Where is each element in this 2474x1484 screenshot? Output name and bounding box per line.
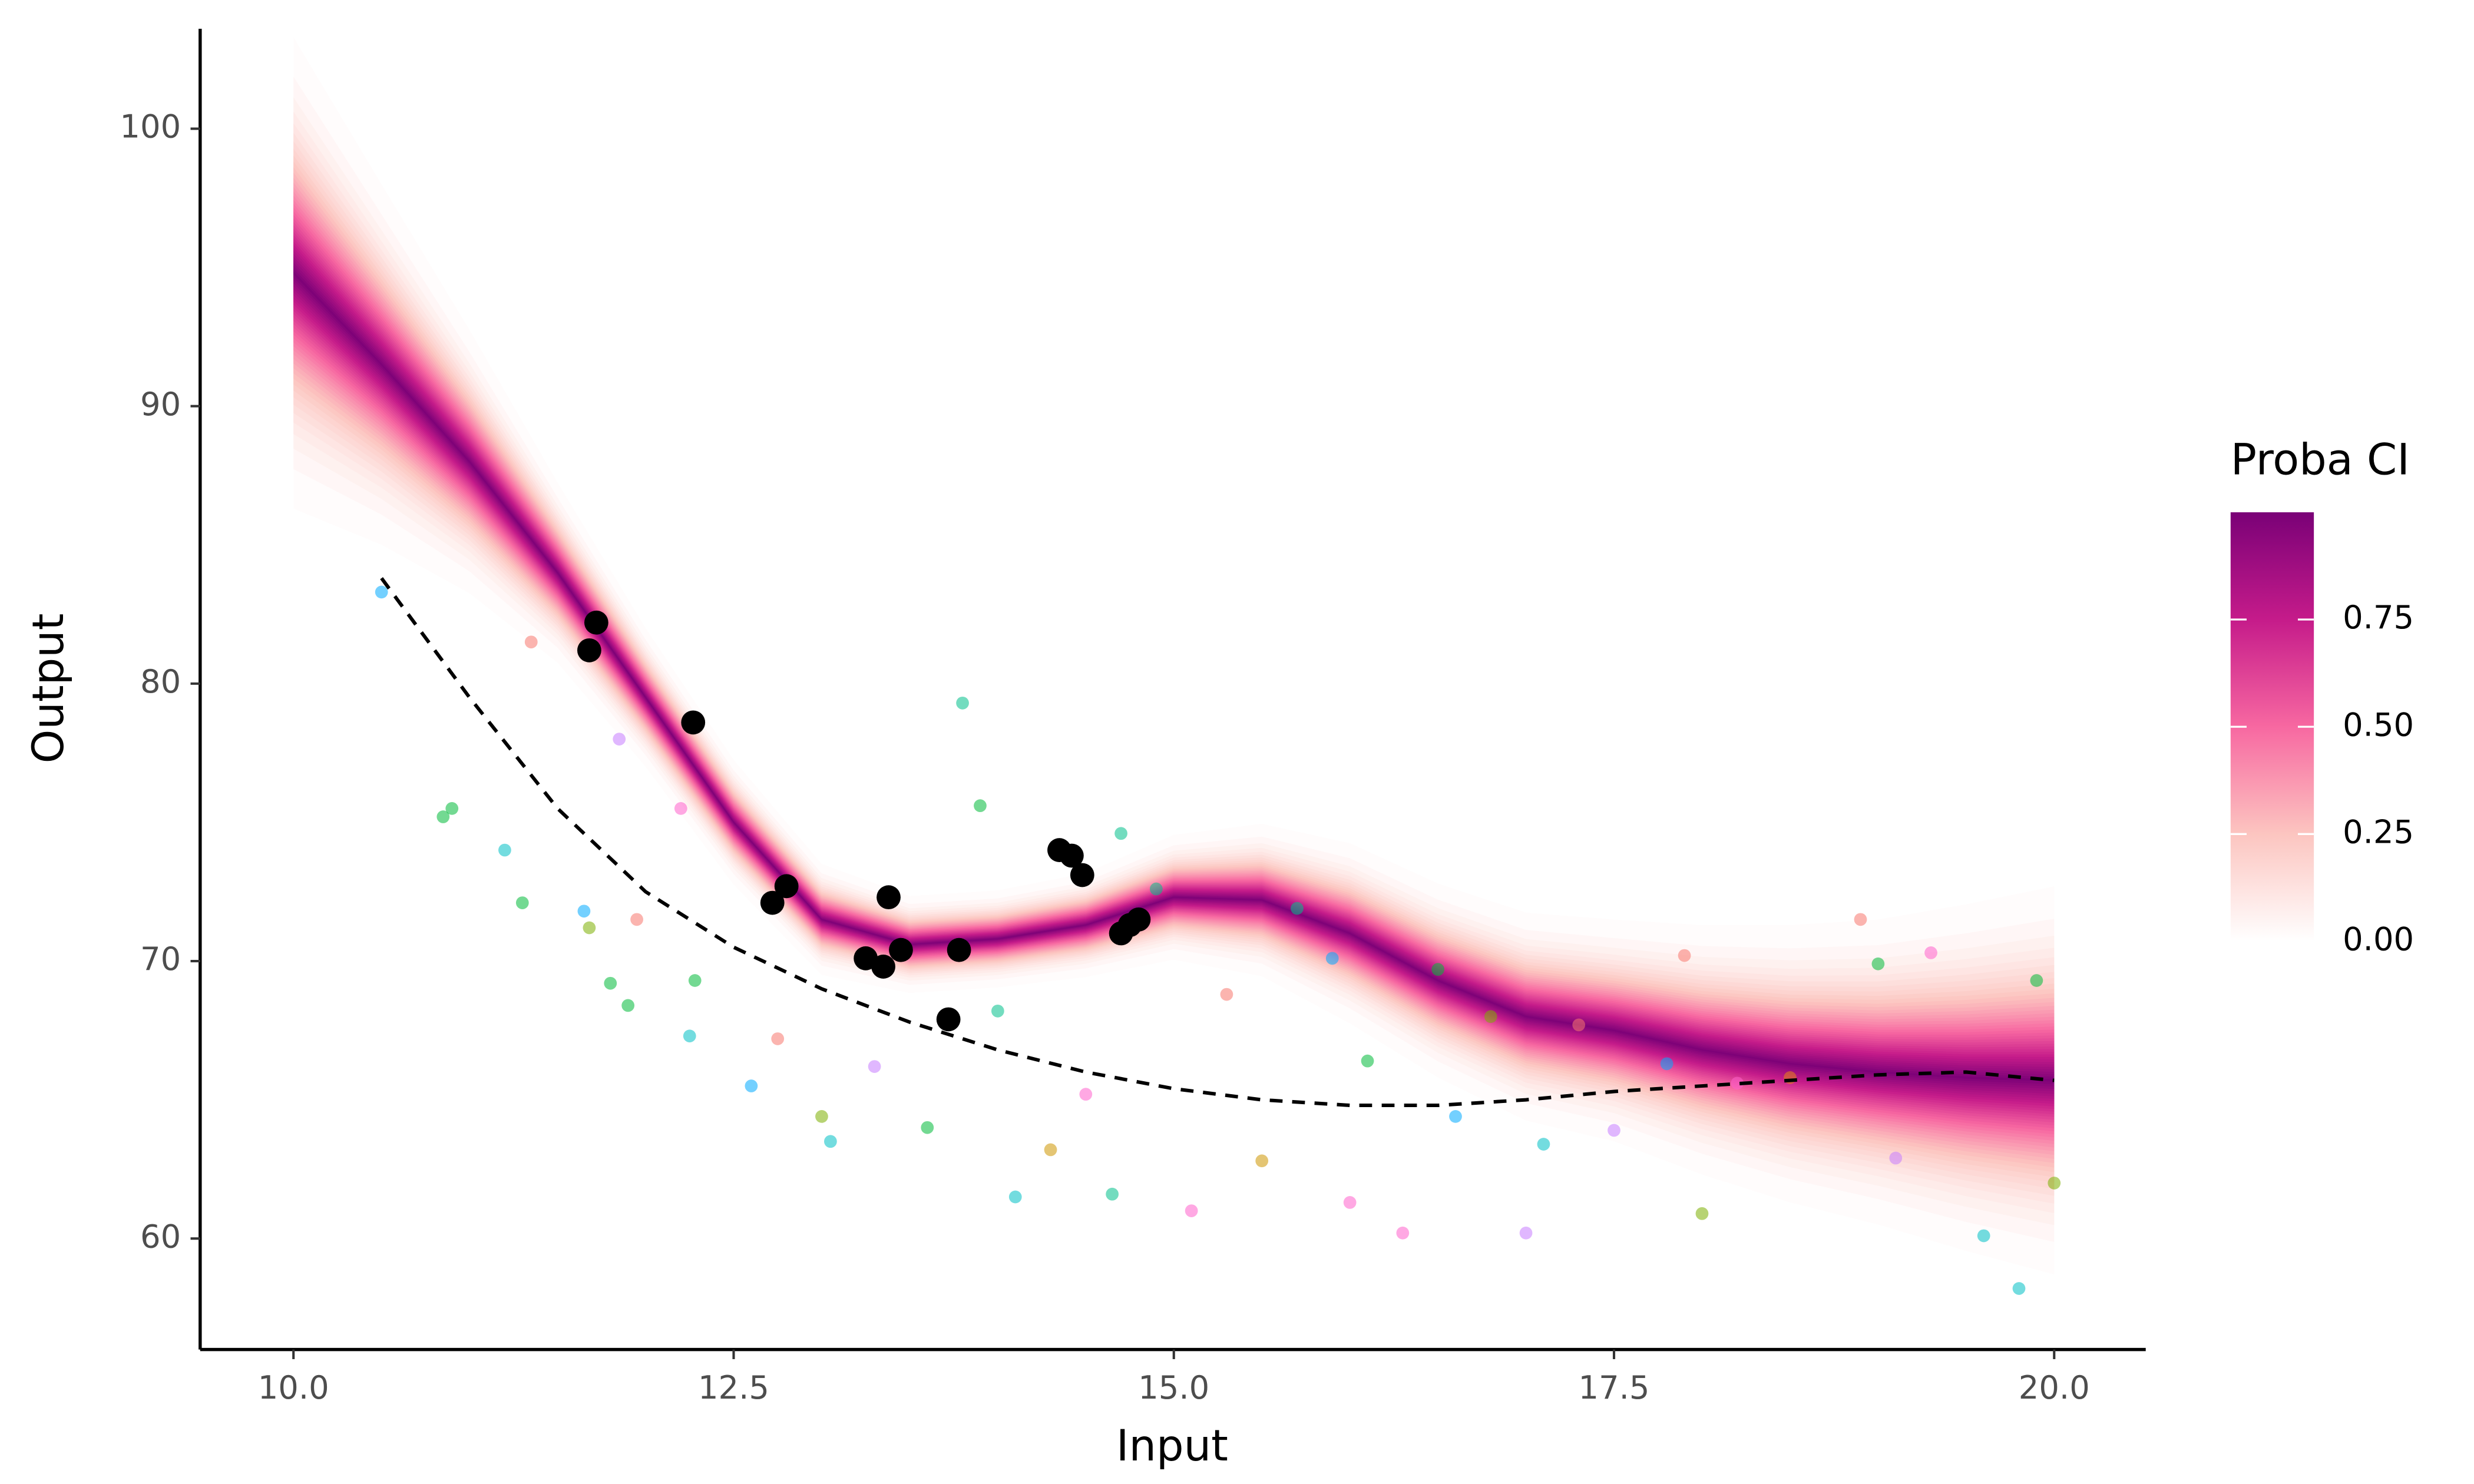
background-point: [1079, 1088, 1093, 1101]
background-point: [498, 843, 511, 857]
background-point: [1044, 1143, 1057, 1157]
background-point: [1255, 1154, 1269, 1168]
observed-point: [936, 1007, 961, 1032]
background-point: [630, 913, 643, 926]
observed-point: [947, 938, 971, 962]
background-point: [445, 802, 459, 815]
background-point: [1449, 1110, 1462, 1123]
background-point: [604, 976, 617, 990]
background-point: [974, 799, 987, 813]
background-point: [1361, 1054, 1374, 1068]
ci-band: [293, 37, 2055, 1275]
background-point: [688, 974, 702, 987]
background-point: [1889, 1151, 1903, 1165]
y-tick-label: 100: [120, 108, 181, 145]
background-point: [824, 1135, 837, 1148]
background-point: [1678, 949, 1691, 962]
background-point: [1854, 913, 1867, 926]
background-point: [515, 896, 529, 909]
x-axis-title: Input: [1116, 1421, 1228, 1471]
observed-point: [774, 874, 799, 899]
observed-point: [1126, 907, 1151, 932]
background-point: [1731, 1076, 1744, 1090]
background-point: [375, 585, 388, 599]
y-tick-label: 60: [140, 1218, 181, 1255]
background-point: [1106, 1187, 1119, 1201]
background-point: [1220, 988, 1233, 1001]
background-point: [1484, 1010, 1497, 1023]
background-point: [815, 1110, 828, 1123]
background-point: [613, 733, 626, 746]
y-tick-label: 80: [140, 663, 181, 700]
observed-point: [577, 638, 601, 662]
background-point: [868, 1060, 881, 1073]
colorbar-label: 0.25: [2343, 813, 2414, 850]
background-point: [1608, 1124, 1620, 1137]
observed-point: [1070, 863, 1094, 887]
observed-point: [760, 890, 785, 915]
background-point: [921, 1121, 934, 1134]
mean-line: [380, 577, 2055, 1108]
background-point: [771, 1032, 785, 1045]
y-axis-title: Output: [24, 613, 74, 763]
y-tick-label: 70: [140, 940, 181, 978]
background-point: [1114, 827, 1127, 840]
background-point: [583, 921, 596, 935]
background-point: [1660, 1057, 1673, 1071]
background-point: [2012, 1282, 2026, 1295]
background-point: [524, 635, 538, 649]
background-point: [1871, 957, 1885, 970]
background-point: [1396, 1226, 1410, 1240]
background-point: [577, 905, 591, 918]
background-point: [2030, 974, 2043, 987]
background-point: [956, 696, 969, 710]
background-point: [1291, 902, 1304, 915]
legend-title: Proba CI: [2231, 435, 2410, 485]
observed-point: [889, 938, 913, 962]
background-point: [1537, 1138, 1550, 1151]
background-point: [621, 999, 635, 1012]
background-point: [1977, 1229, 1990, 1243]
x-tick-label: 12.5: [698, 1369, 769, 1406]
y-tick-label: 90: [140, 386, 181, 423]
background-point: [2048, 1177, 2061, 1190]
colorbar-label: 0.00: [2343, 921, 2414, 958]
background-point: [1924, 946, 1937, 959]
background-point: [745, 1079, 758, 1092]
colorbar-label: 0.50: [2343, 706, 2414, 743]
observed-point: [1060, 843, 1084, 868]
background-point: [991, 1004, 1004, 1018]
background-point: [1325, 952, 1339, 965]
background-point: [1695, 1207, 1709, 1220]
x-tick-label: 10.0: [258, 1369, 329, 1406]
observed-point: [681, 710, 706, 735]
background-point: [1149, 882, 1163, 896]
observed-point: [877, 885, 901, 910]
background-point: [674, 802, 687, 815]
x-tick-label: 15.0: [1138, 1369, 1209, 1406]
x-tick-label: 20.0: [2019, 1369, 2090, 1406]
background-point: [1343, 1196, 1357, 1209]
observed-point: [871, 955, 895, 979]
background-point: [1519, 1226, 1533, 1240]
background-point: [1431, 963, 1444, 976]
colorbar-label: 0.75: [2343, 599, 2414, 636]
background-point: [1008, 1190, 1022, 1204]
background-point: [1185, 1204, 1198, 1217]
x-tick-label: 17.5: [1578, 1369, 1649, 1406]
background-point: [683, 1029, 696, 1043]
background-point: [1572, 1018, 1586, 1032]
observed-point: [584, 610, 608, 635]
background-point: [436, 810, 450, 823]
